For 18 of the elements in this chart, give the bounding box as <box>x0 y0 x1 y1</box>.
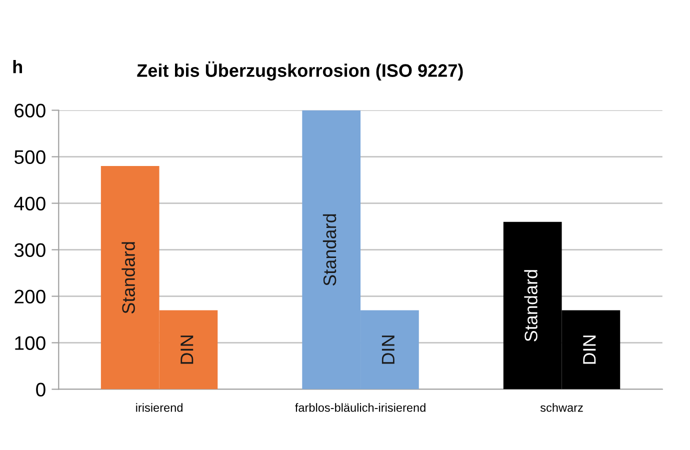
series-label: Standard <box>524 270 538 342</box>
y-axis-title: h <box>13 60 22 74</box>
y-tick-label: 200 <box>14 290 46 304</box>
x-tick-label: farblos-bläulich-irisierend <box>295 403 426 412</box>
x-tick-label: irisierend <box>136 403 182 412</box>
y-tick-label: 400 <box>14 196 46 210</box>
text: Standard <box>122 242 135 314</box>
y-tick-label: 300 <box>14 243 46 257</box>
y-tick-label: 0 <box>36 382 46 396</box>
y-tick-label: 100 <box>15 336 46 350</box>
text: DIN <box>382 336 394 364</box>
x-tick-label: schwarz <box>540 403 583 412</box>
y-tick-label: 600 <box>14 104 46 118</box>
text: DIN <box>583 336 596 364</box>
chart-title: Zeit bis Überzugskorrosion (ISO 9227) <box>137 61 463 81</box>
text: Standard <box>322 214 336 286</box>
y-tick-label: 500 <box>14 150 46 164</box>
series-label: DIN <box>180 336 194 364</box>
